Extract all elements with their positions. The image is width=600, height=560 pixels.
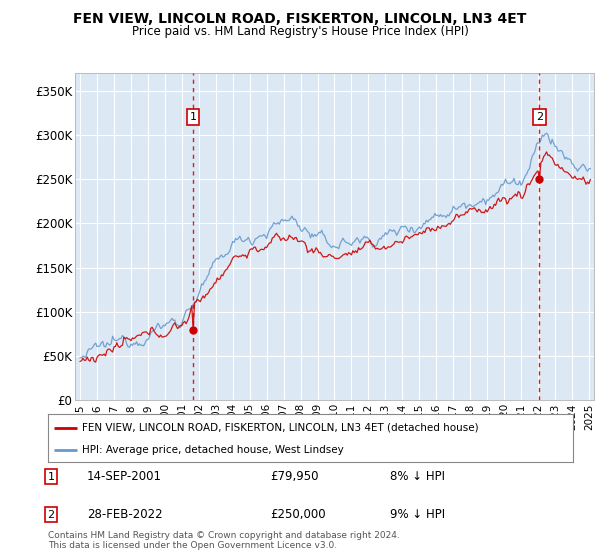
- Text: 9% ↓ HPI: 9% ↓ HPI: [390, 508, 445, 521]
- Text: 2: 2: [536, 112, 543, 122]
- Text: 14-SEP-2001: 14-SEP-2001: [87, 470, 162, 483]
- Text: 28-FEB-2022: 28-FEB-2022: [87, 508, 163, 521]
- Text: £79,950: £79,950: [270, 470, 319, 483]
- Text: Price paid vs. HM Land Registry's House Price Index (HPI): Price paid vs. HM Land Registry's House …: [131, 25, 469, 38]
- Text: FEN VIEW, LINCOLN ROAD, FISKERTON, LINCOLN, LN3 4ET (detached house): FEN VIEW, LINCOLN ROAD, FISKERTON, LINCO…: [82, 423, 479, 433]
- Text: 1: 1: [190, 112, 197, 122]
- Text: FEN VIEW, LINCOLN ROAD, FISKERTON, LINCOLN, LN3 4ET: FEN VIEW, LINCOLN ROAD, FISKERTON, LINCO…: [73, 12, 527, 26]
- Text: 1: 1: [47, 472, 55, 482]
- Text: Contains HM Land Registry data © Crown copyright and database right 2024.
This d: Contains HM Land Registry data © Crown c…: [48, 530, 400, 550]
- Text: £250,000: £250,000: [270, 508, 326, 521]
- Text: HPI: Average price, detached house, West Lindsey: HPI: Average price, detached house, West…: [82, 445, 344, 455]
- Text: 8% ↓ HPI: 8% ↓ HPI: [390, 470, 445, 483]
- Text: 2: 2: [47, 510, 55, 520]
